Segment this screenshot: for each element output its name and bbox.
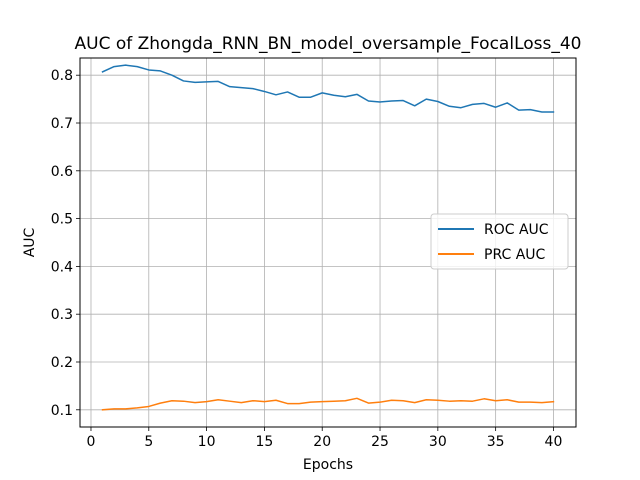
y-axis-ticks: 0.1 0.2 0.3 0.4 0.5 0.6 0.7 0.8 <box>51 68 80 419</box>
chart-title: AUC of Zhongda_RNN_BN_model_oversample_F… <box>75 34 582 54</box>
x-tick-label: 15 <box>255 434 273 450</box>
plot-frame <box>79 57 577 428</box>
y-tick-label: 0.7 <box>51 116 73 132</box>
legend-label-roc: ROC AUC <box>484 222 549 238</box>
series-line-prc-auc <box>101 397 555 411</box>
y-tick-label: 0.1 <box>51 403 73 419</box>
y-tick-label: 0.5 <box>51 212 73 228</box>
x-tick-label: 5 <box>144 434 153 450</box>
y-tick-label: 0.8 <box>51 68 73 84</box>
x-tick-label: 20 <box>313 434 331 450</box>
series-lines <box>101 64 555 411</box>
x-tick-label: 0 <box>87 434 96 450</box>
y-axis-label: AUC <box>22 227 38 257</box>
x-tick-label: 35 <box>487 434 505 450</box>
legend-box <box>430 213 569 270</box>
x-tick-label: 30 <box>429 434 447 450</box>
legend-label-prc: PRC AUC <box>484 247 546 263</box>
y-tick-label: 0.4 <box>51 259 73 275</box>
y-tick-label: 0.6 <box>51 164 73 180</box>
x-tick-label: 25 <box>371 434 389 450</box>
legend: ROC AUC PRC AUC <box>430 213 569 270</box>
x-axis-ticks: 0 5 10 15 20 25 30 35 40 <box>87 427 563 450</box>
series-line-roc-auc <box>101 64 555 113</box>
y-tick-label: 0.2 <box>51 355 73 371</box>
x-tick-label: 10 <box>198 434 216 450</box>
grid <box>80 58 576 427</box>
y-tick-label: 0.3 <box>51 307 73 323</box>
x-tick-label: 40 <box>545 434 563 450</box>
x-axis-label: Epochs <box>303 457 353 473</box>
